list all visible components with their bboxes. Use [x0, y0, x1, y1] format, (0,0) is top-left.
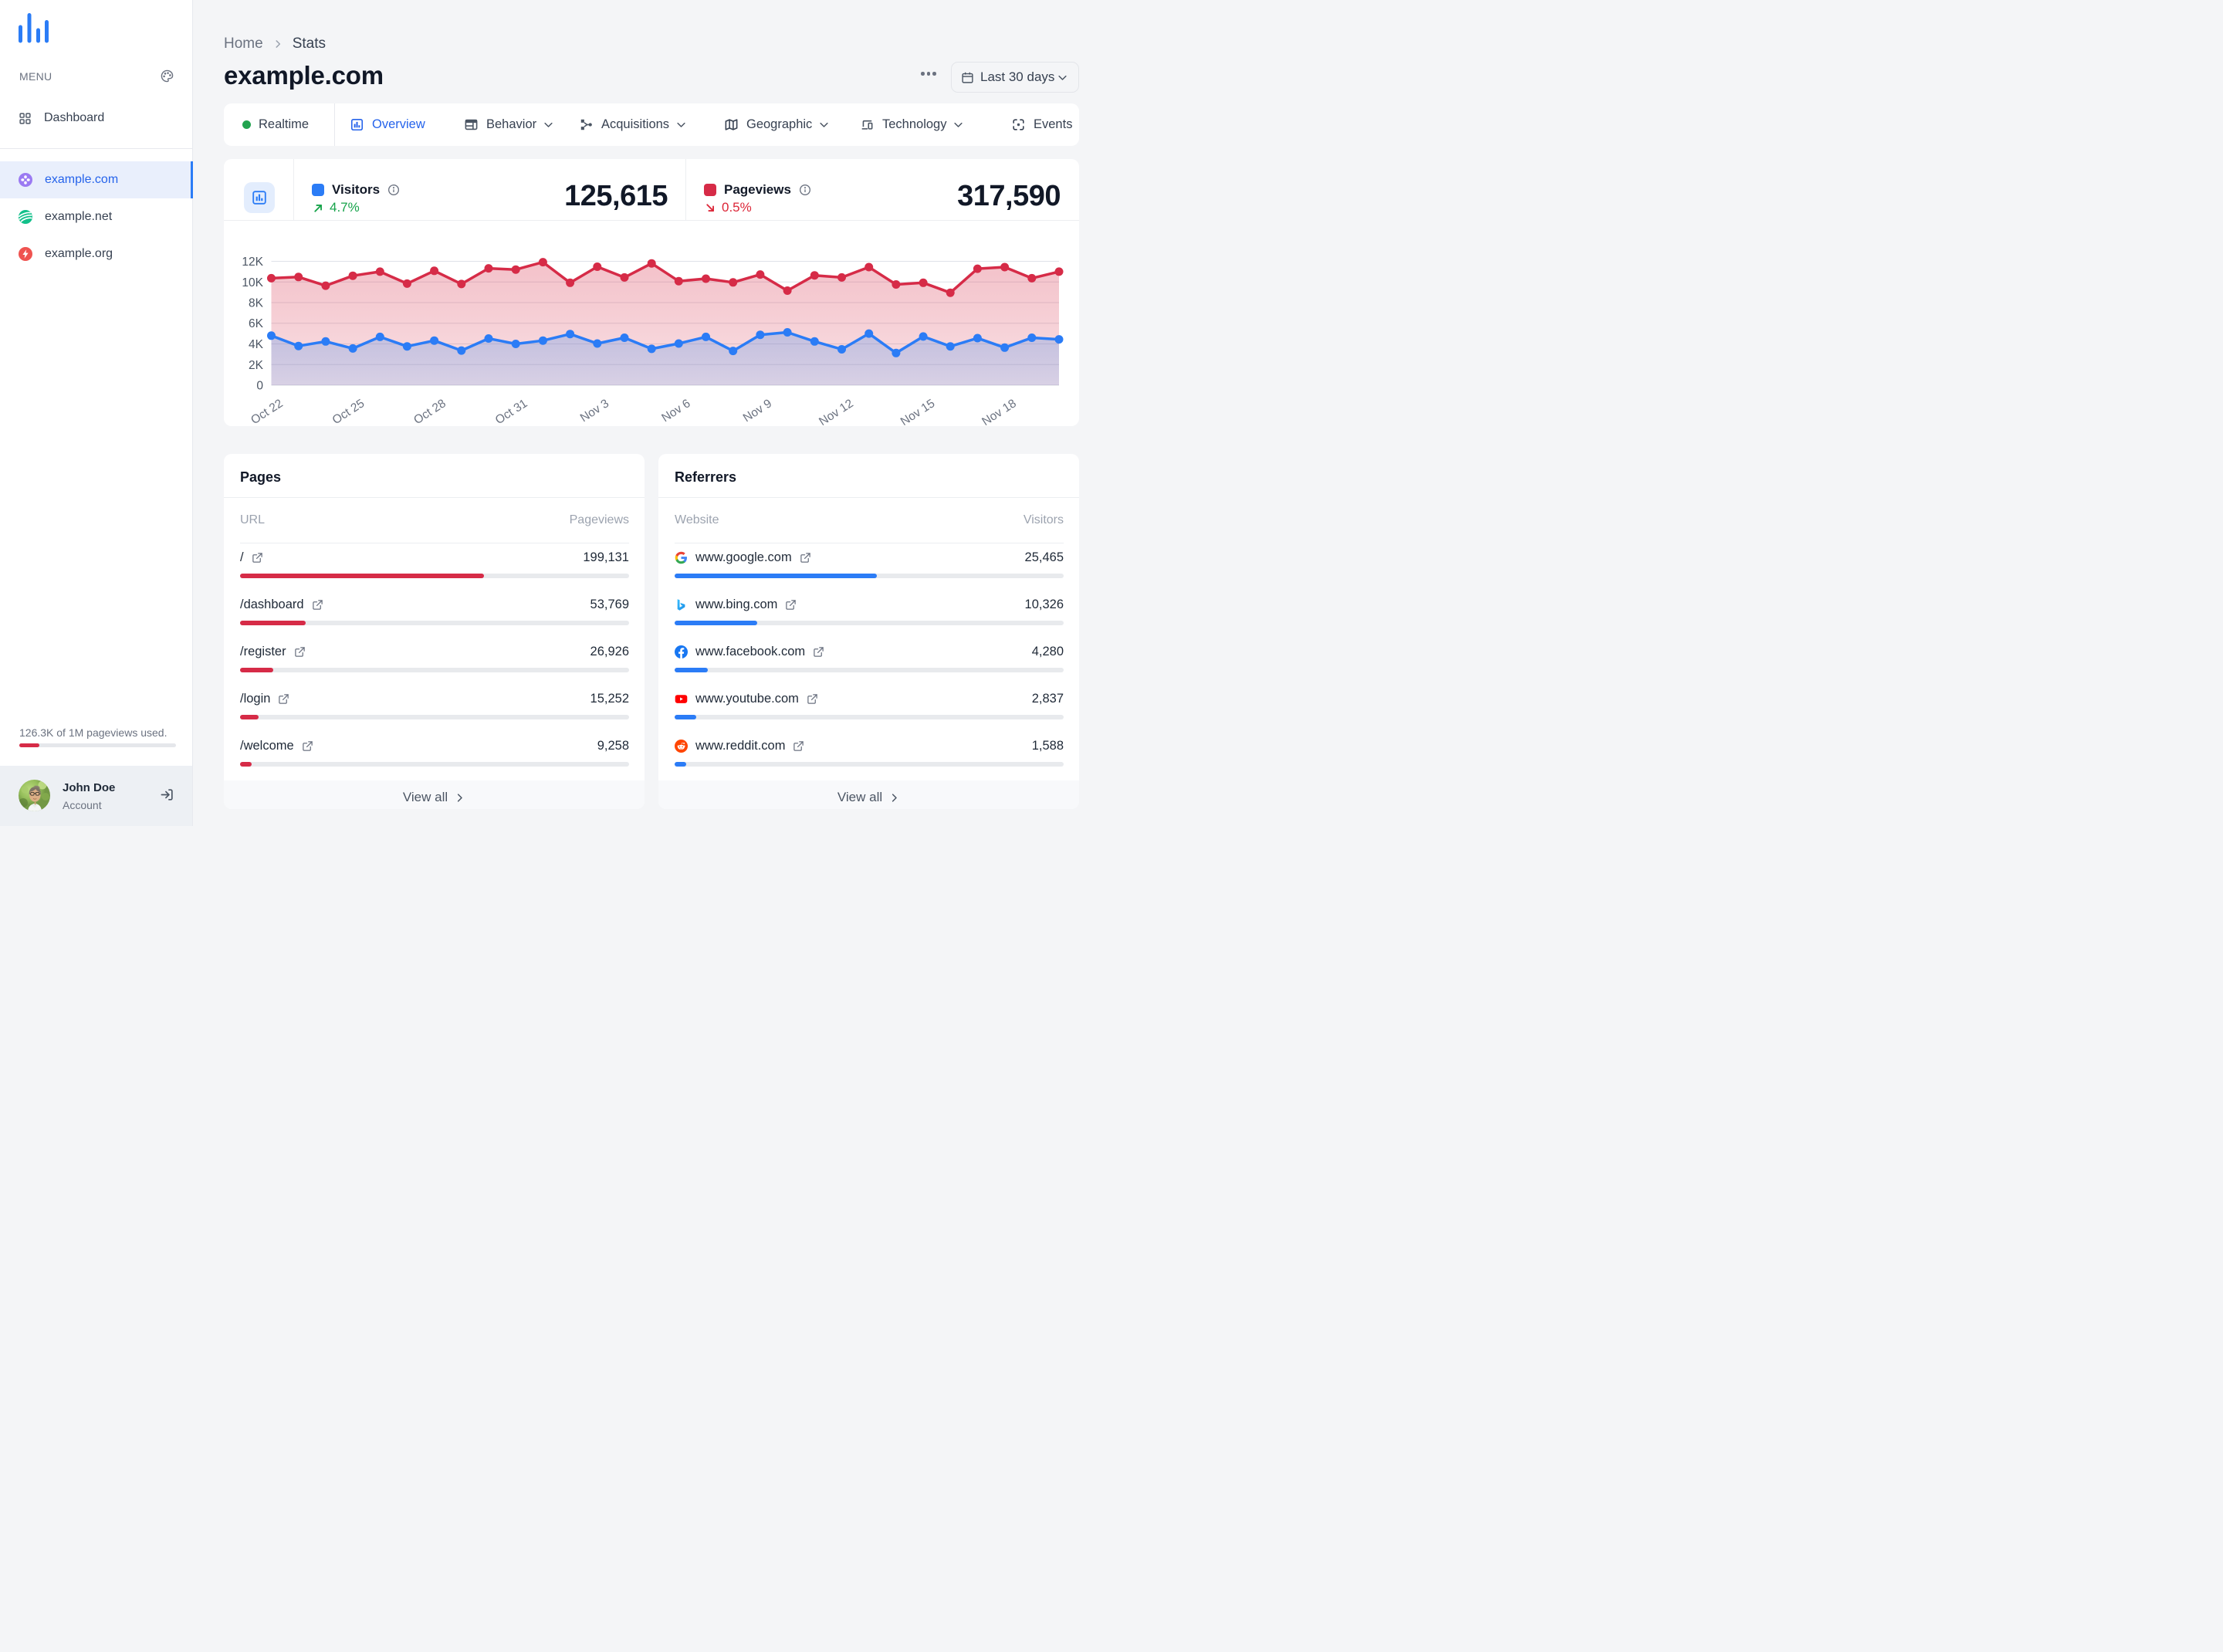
svg-text:Nov 18: Nov 18 — [980, 397, 1018, 428]
svg-text:Nov 12: Nov 12 — [817, 397, 855, 428]
svg-text:Oct 31: Oct 31 — [493, 397, 530, 427]
svg-text:Oct 22: Oct 22 — [249, 397, 286, 427]
svg-text:10K: 10K — [242, 276, 263, 289]
svg-text:8K: 8K — [249, 297, 264, 310]
svg-text:4K: 4K — [249, 338, 264, 351]
svg-text:Oct 28: Oct 28 — [411, 397, 448, 427]
svg-text:0: 0 — [256, 380, 263, 393]
svg-text:Nov 6: Nov 6 — [659, 397, 692, 425]
svg-text:Oct 25: Oct 25 — [330, 397, 367, 427]
svg-text:2K: 2K — [249, 359, 264, 372]
svg-text:Nov 9: Nov 9 — [741, 397, 774, 425]
svg-text:12K: 12K — [242, 256, 263, 269]
svg-text:Nov 15: Nov 15 — [898, 397, 937, 428]
svg-text:Nov 3: Nov 3 — [578, 397, 611, 425]
svg-text:6K: 6K — [249, 317, 264, 330]
